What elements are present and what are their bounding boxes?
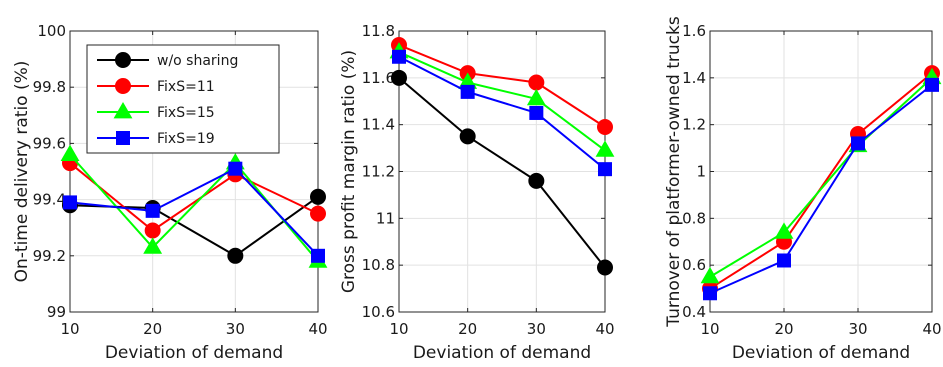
x-tick-label: 30 [527,320,546,338]
x-tick-label: 10 [60,320,79,338]
y-tick-label: 1.6 [682,22,706,40]
data-point [460,84,475,99]
x-tick-label: 30 [848,320,867,338]
series-line [398,77,606,269]
data-point [392,49,406,64]
x-tick-label: 20 [774,320,793,338]
data-point [700,266,720,284]
series-line [69,167,319,257]
y-axis-label: Turnover of platformer-owned trucks [664,16,684,328]
data-point [228,161,243,176]
chart-2: 10.6 10.8 11 11.2 11.4 11.6 11.8 10 20 30 40Deviat… [339,22,615,363]
y-axis-label: Gross profit margin ratio (%) [339,50,359,293]
x-tick-label: 30 [226,320,245,338]
data-point [459,128,476,145]
y-tick-label: 99.8 [33,78,66,96]
x-tick-label: 20 [143,320,162,338]
chart-1: 99 99.2 99.4 99.6 99.8 100 10 20 30 40 Deviation o… [12,22,328,363]
y-tick-label: 99.6 [33,134,66,152]
x-tick-label: 40 [922,320,941,338]
x-tick-label: 40 [308,320,327,338]
data-point [63,195,77,210]
legend-entry: FixS=15 [97,101,215,121]
data-point [143,237,163,254]
x-tick-label: 20 [458,320,477,338]
legend-marker [113,101,133,119]
data-point [310,188,326,205]
x-tick-label: 10 [389,320,408,338]
x-tick-label: 10 [700,320,719,338]
data-point [703,286,717,301]
data-point [227,247,244,264]
data-point [597,259,613,276]
y-tick-label: 1.2 [682,116,706,134]
y-tick-label: 0.4 [682,303,706,321]
x-tick-label: 40 [595,320,614,338]
x-axis-label: Deviation of demand [413,343,591,363]
data-point [529,105,544,120]
axes-box [69,30,319,313]
y-tick-label: 99.2 [33,247,66,265]
y-axis-label: On-time delivery ratio (%) [12,61,32,283]
series-line [398,44,606,128]
series-line [398,55,606,170]
x-axis-label: Deviation of demand [732,343,910,363]
series-line [69,162,319,232]
y-tick-label: 100 [37,22,66,40]
y-tick-label: 11.4 [362,116,395,134]
x-axis-label: Deviation of demand [105,343,283,363]
series-w-o-sharing [391,69,613,276]
legend-label: FixS=11 [157,79,215,95]
y-tick-label: 10.8 [362,256,395,274]
data-point [597,119,613,136]
legend-label: w/o sharing [157,53,238,69]
series-line [709,77,933,278]
data-point [391,69,407,86]
data-point [311,248,325,263]
y-tick-label: 99 [47,303,66,321]
y-tick-label: 11 [376,209,395,227]
y-tick-label: 10.6 [362,303,395,321]
series-line [398,51,606,152]
series-fixs-19 [63,161,325,263]
y-tick-label: 99.4 [33,191,66,209]
legend-entry: FixS=19 [97,131,215,147]
legend-label: FixS=19 [157,131,215,147]
y-tick-label: 11.8 [362,22,395,40]
data-point [145,203,160,218]
y-tick-label: 11.6 [362,69,395,87]
y-tick-label: 0.8 [682,209,706,227]
data-point [60,144,80,161]
legend-marker [116,131,130,145]
data-point [526,88,546,106]
data-point [310,205,326,222]
data-point [528,74,545,91]
y-tick-label: 1.4 [682,69,706,87]
data-point [925,77,939,92]
series-line [709,84,933,295]
series-fixs-19 [392,49,612,177]
data-point [777,253,791,268]
data-point [598,162,612,177]
legend-entry: FixS=11 [97,78,215,95]
legend-marker [115,78,131,94]
y-tick-label: 0.6 [682,256,706,274]
y-tick-label: 1 [696,163,706,181]
data-point [595,140,615,157]
data-point [851,136,865,151]
y-tick-label: 11.2 [362,163,395,181]
data-point [144,222,161,239]
data-point [528,172,545,189]
legend-marker [115,52,131,68]
data-point [774,222,794,239]
legend-entry: w/o sharing [97,52,238,69]
series-fixs-19 [703,77,939,301]
legend: w/o sharing FixS=11 FixS=15 FixS=19 [86,44,280,154]
legend-label: FixS=15 [157,105,215,121]
chart-3: 0.4 0.6 0.8 1 1.2 1.4 1.6 10 20 30 40 Deviation of … [664,16,942,363]
